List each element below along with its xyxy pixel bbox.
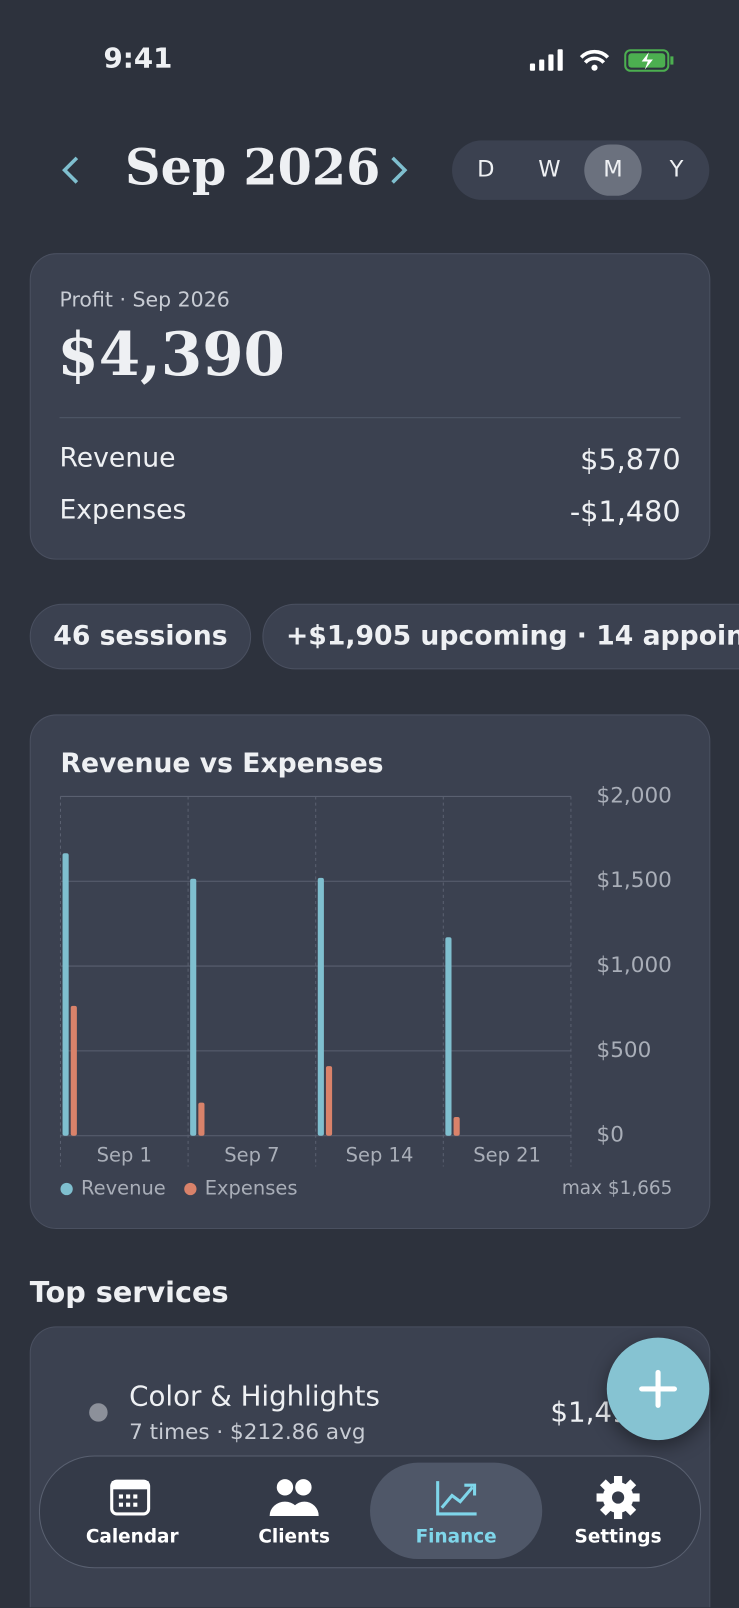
divider xyxy=(59,417,681,419)
bar xyxy=(325,1066,333,1136)
tab[interactable]: Clients xyxy=(208,1463,380,1559)
tab-icon xyxy=(436,1481,477,1516)
tab-icon xyxy=(110,1479,151,1516)
service-dot xyxy=(89,1403,108,1422)
chart-annotation: max $1,665 xyxy=(562,1178,673,1199)
chip: +$1,905 upcoming · 14 appoint xyxy=(262,603,739,670)
plus-icon xyxy=(639,1369,678,1408)
prev-button[interactable] xyxy=(56,154,87,187)
legend-label: Revenue xyxy=(81,1177,166,1200)
tab-icon xyxy=(269,1479,319,1516)
bar xyxy=(70,1005,77,1136)
bar xyxy=(62,853,69,1136)
tab-bar: Calendar Clients Finance Settings xyxy=(38,1455,704,1569)
month-title: Sep 2026 xyxy=(125,139,381,197)
service-detail: 7 times · $212.86 avg xyxy=(129,1419,366,1445)
section-title: Top services xyxy=(29,1275,229,1309)
period-option[interactable]: M xyxy=(584,144,642,196)
y-tick-label: $2,000 xyxy=(597,783,672,808)
tab[interactable]: Calendar xyxy=(46,1463,218,1559)
tab-label: Settings xyxy=(574,1526,662,1548)
x-tick-label: Sep 1 xyxy=(97,1144,152,1167)
y-tick-label: $500 xyxy=(597,1038,652,1063)
bar xyxy=(198,1102,205,1136)
add-button[interactable] xyxy=(606,1337,710,1441)
service-name: Color & Highlights xyxy=(129,1380,380,1413)
chip: 46 sessions xyxy=(29,603,252,670)
period-option[interactable]: W xyxy=(538,156,561,183)
tab[interactable]: Finance xyxy=(370,1462,543,1560)
row-label: Revenue xyxy=(59,442,176,474)
status-time: 9:41 xyxy=(103,43,173,75)
legend-swatch xyxy=(184,1182,197,1196)
x-tick-label: Sep 14 xyxy=(346,1144,414,1167)
row-value: -$1,480 xyxy=(569,495,681,529)
bar xyxy=(445,937,452,1136)
chart: Revenue vs Expenses $0 $500 $1,000 $1,500 $2… xyxy=(59,748,673,1200)
row-value: $5,870 xyxy=(580,442,681,477)
legend-swatch xyxy=(60,1182,73,1196)
chart-title: Revenue vs Expenses xyxy=(60,748,383,779)
tab-label: Clients xyxy=(258,1526,330,1548)
tab-icon xyxy=(596,1476,640,1520)
profit-label: Profit · Sep 2026 xyxy=(59,287,230,312)
profit-card: Profit · Sep 2026 $4,390 Revenue $5,870 … xyxy=(29,253,711,560)
y-tick-label: $0 xyxy=(597,1123,624,1148)
tab-label: Finance xyxy=(415,1526,497,1548)
period-option[interactable]: Y xyxy=(669,156,684,183)
y-tick-label: $1,500 xyxy=(597,868,672,893)
tab-label: Calendar xyxy=(85,1526,179,1548)
row-label: Expenses xyxy=(59,495,187,526)
legend-label: Expenses xyxy=(205,1177,298,1200)
bar xyxy=(317,877,324,1136)
x-tick-label: Sep 21 xyxy=(473,1144,541,1167)
y-tick-label: $1,000 xyxy=(597,953,672,978)
bar xyxy=(453,1117,460,1136)
x-tick-label: Sep 7 xyxy=(224,1144,279,1167)
next-button[interactable] xyxy=(382,154,413,187)
tab[interactable]: Settings xyxy=(532,1463,704,1559)
chart-card: Revenue vs Expenses $0 $500 $1,000 $1,500 $2… xyxy=(29,714,711,1229)
status-icons xyxy=(529,49,674,72)
period-option[interactable]: D xyxy=(477,156,495,183)
profit-amount: $4,390 xyxy=(57,319,285,390)
bar xyxy=(190,878,197,1136)
